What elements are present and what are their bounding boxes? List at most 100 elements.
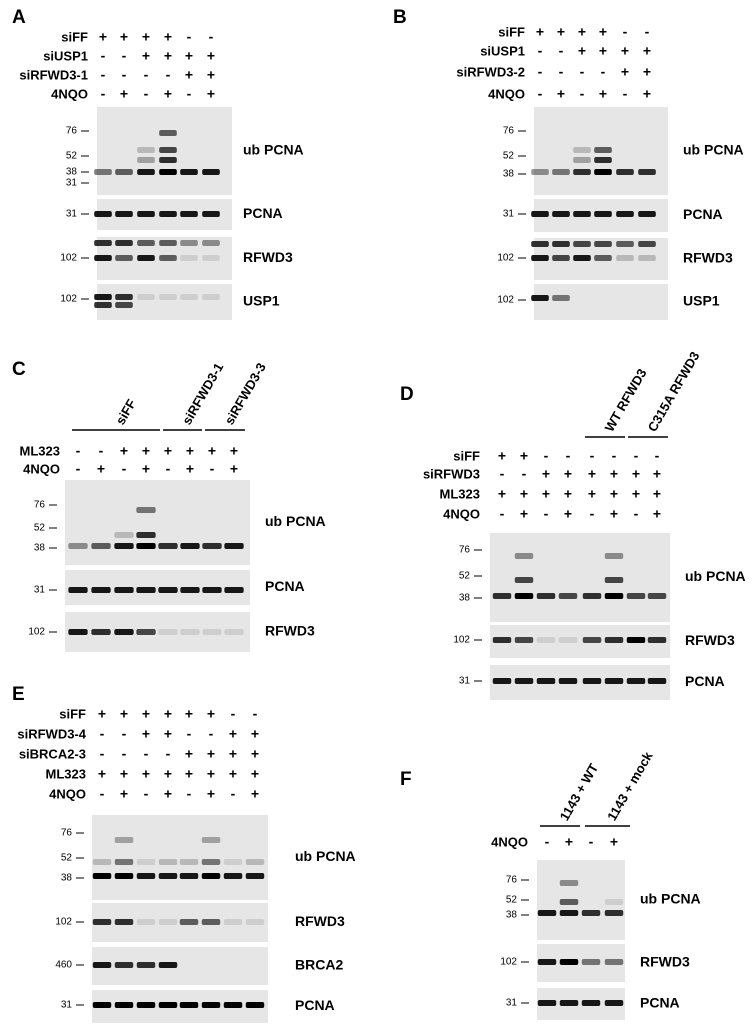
band (202, 211, 220, 217)
sign: + (207, 786, 215, 802)
blot-name: PCNA (295, 997, 335, 1013)
sign: - (122, 726, 127, 742)
sign: - (566, 448, 571, 464)
condition-label: siUSP1 (480, 43, 525, 58)
blot-name: PCNA (685, 673, 725, 689)
band (573, 157, 591, 163)
sign: - (144, 786, 149, 802)
panel-label: C (12, 359, 26, 380)
marker-label: 76 (459, 545, 471, 556)
sign: + (498, 486, 506, 502)
band (202, 587, 222, 593)
band (647, 678, 667, 684)
panel-label: D (400, 384, 414, 405)
band (531, 241, 549, 247)
band (537, 959, 557, 965)
band (159, 211, 177, 217)
band (552, 211, 570, 217)
marker-label: 460 (55, 960, 72, 971)
band (180, 587, 200, 593)
sign: + (207, 67, 215, 83)
band (159, 157, 177, 163)
band (114, 919, 134, 925)
sign: - (231, 786, 236, 802)
band (114, 587, 134, 593)
band (137, 147, 155, 153)
marker-label: 31 (61, 1000, 73, 1011)
band (115, 169, 133, 175)
blot-name: PCNA (243, 205, 283, 221)
band (492, 593, 512, 599)
band (594, 169, 612, 175)
band (68, 543, 88, 549)
sign: + (164, 29, 172, 45)
sign: - (544, 448, 549, 464)
condition-label: siFF (498, 24, 525, 39)
sign: - (645, 24, 650, 40)
sign: + (564, 486, 572, 502)
group-label: siRFWD3-3 (222, 360, 269, 427)
band (647, 637, 667, 643)
marker-label: 76 (503, 126, 515, 137)
group-label: siRFWD3-1 (179, 360, 226, 427)
blot (65, 480, 250, 565)
band (92, 873, 112, 879)
marker-label: 31 (503, 209, 515, 220)
band (202, 543, 222, 549)
sign: + (643, 43, 651, 59)
sign: - (623, 86, 628, 102)
sign: - (122, 48, 127, 64)
blot-name: ub PCNA (265, 513, 326, 529)
marker-label: 52 (61, 853, 73, 864)
band (136, 859, 156, 865)
band (136, 507, 156, 513)
marker-label: 38 (459, 593, 471, 604)
band (573, 211, 591, 217)
panel-label: B (393, 7, 407, 28)
sign: - (538, 64, 543, 80)
blot (92, 815, 268, 900)
marker-label: 52 (459, 571, 471, 582)
sign: - (538, 86, 543, 102)
sign: - (589, 834, 594, 850)
band (201, 837, 221, 843)
sign: - (122, 67, 127, 83)
band (492, 637, 512, 643)
sign: + (207, 746, 215, 762)
band (137, 294, 155, 300)
band (92, 859, 112, 865)
band (604, 577, 624, 583)
sign: + (621, 64, 629, 80)
band (114, 629, 134, 635)
panel-label: E (12, 684, 25, 705)
marker-label: 76 (61, 828, 73, 839)
blot-name: PCNA (265, 578, 305, 594)
marker-label: 102 (500, 957, 517, 968)
marker-label: 38 (34, 543, 46, 554)
band (604, 553, 624, 559)
band (581, 1000, 601, 1006)
band (224, 629, 244, 635)
sign: + (120, 86, 128, 102)
band (136, 962, 156, 968)
band (594, 241, 612, 247)
sign: + (610, 834, 618, 850)
blot-name: ub PCNA (683, 142, 744, 158)
sign: - (590, 448, 595, 464)
sign: + (588, 466, 596, 482)
sign: + (251, 766, 259, 782)
marker-label: 76 (34, 500, 46, 511)
sign: - (580, 86, 585, 102)
sign: - (122, 746, 127, 762)
blot-name: BRCA2 (295, 957, 343, 973)
band (537, 1000, 557, 1006)
marker-label: 38 (503, 169, 515, 180)
band (180, 543, 200, 549)
sign: - (634, 448, 639, 464)
sign: + (565, 834, 573, 850)
sign: + (142, 726, 150, 742)
sign: + (643, 86, 651, 102)
blot-name: ub PCNA (295, 848, 356, 864)
band (136, 873, 156, 879)
marker-label: 102 (497, 253, 514, 264)
